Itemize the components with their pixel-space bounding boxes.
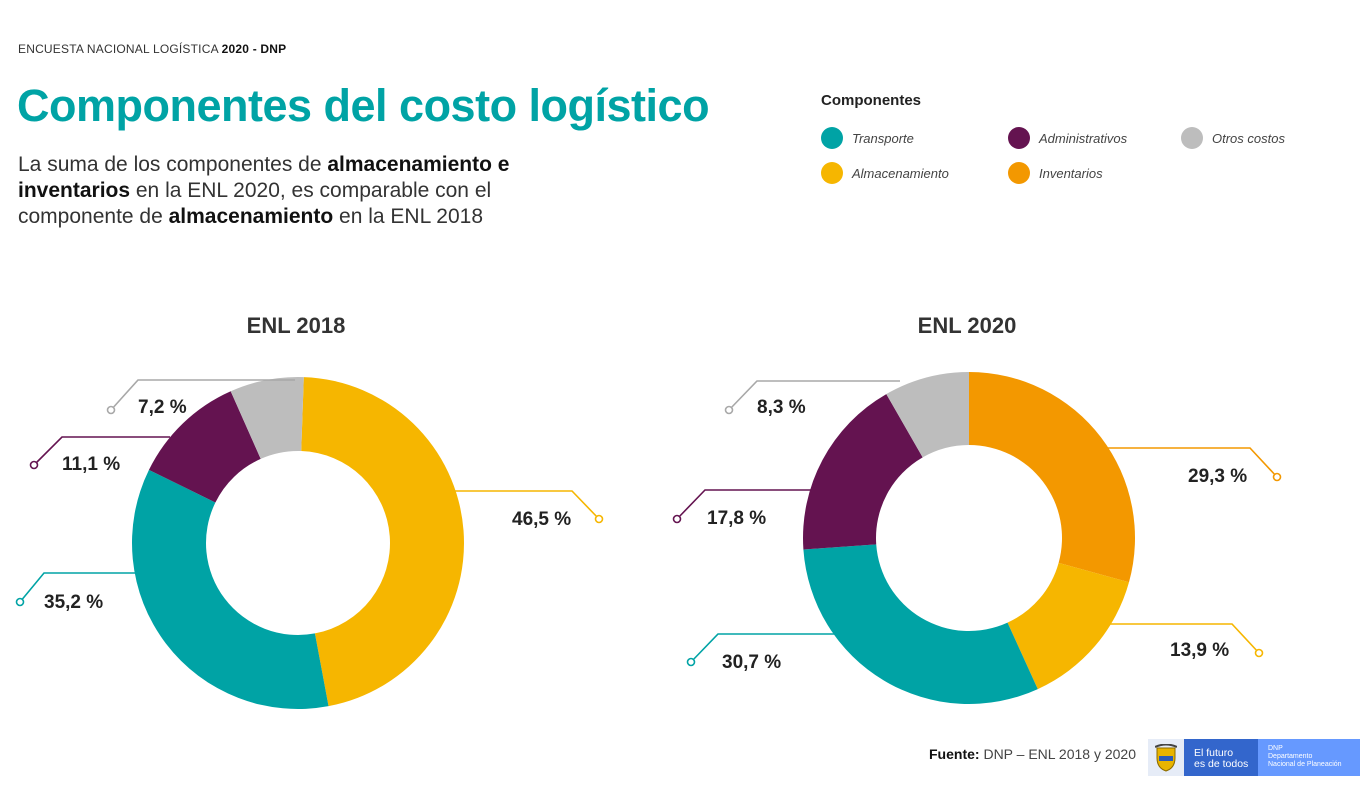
legend-swatch <box>821 127 843 149</box>
data-label: 30,7 % <box>722 652 781 673</box>
legend-item-transporte: Transporte <box>821 127 914 149</box>
slice-transporte <box>131 469 329 710</box>
legend-label: Inventarios <box>1039 165 1103 181</box>
data-label: 11,1 % <box>62 454 120 475</box>
slice-inventarios <box>969 371 1135 583</box>
data-label: 7,2 % <box>138 397 187 418</box>
data-label: 35,2 % <box>44 592 103 613</box>
logo-slogan: El futuro es de todos <box>1184 739 1258 776</box>
subtitle-bold: almacenamiento e inventarios <box>18 153 510 202</box>
legend-swatch <box>1008 162 1030 184</box>
legend-item-inventarios: Inventarios <box>1008 162 1103 184</box>
donut-2020 <box>803 371 1135 704</box>
slice-administrativos <box>803 394 923 550</box>
data-label: 13,9 % <box>1170 640 1229 661</box>
subtitle-part: La suma de los componentes de <box>18 153 328 176</box>
legend-item-otros: Otros costos <box>1181 127 1285 149</box>
data-label: 29,3 % <box>1188 466 1247 487</box>
data-label: 46,5 % <box>512 509 571 530</box>
leader-dot <box>1254 648 1264 658</box>
legend-label: Administrativos <box>1039 130 1128 146</box>
leader-line <box>33 436 170 466</box>
source-note: Fuente: DNP – ENL 2018 y 2020 <box>929 746 1136 762</box>
leader-line <box>1110 623 1260 654</box>
leader-line <box>676 489 812 520</box>
legend-item-almacenamiento: Almacenamiento <box>821 162 949 184</box>
slice-otros-costos <box>886 372 969 458</box>
legend-label: Transporte <box>852 130 914 146</box>
data-label: 17,8 % <box>707 508 766 529</box>
logo-line: Nacional de Planeación <box>1268 761 1342 768</box>
subtitle-part: en la ENL 2020, es comparable con el com… <box>18 179 492 228</box>
slice-otros-costos <box>230 377 304 459</box>
leader-dot <box>724 405 734 415</box>
kicker-bold: 2020 - DNP <box>221 42 287 56</box>
government-logo: El futuro es de todos DNP Departamento Naci… <box>1148 739 1360 776</box>
logo-line: El futuro <box>1194 747 1234 759</box>
legend-swatch <box>1181 127 1203 149</box>
leader-dot <box>1272 472 1282 482</box>
legend-title: Componentes <box>821 92 922 109</box>
leader-line <box>1106 447 1278 478</box>
leader-line <box>455 490 600 520</box>
logo-line: DNP <box>1268 745 1283 752</box>
slice-administrativos <box>148 391 261 503</box>
coat-of-arms-icon <box>1148 739 1184 776</box>
legend-swatch <box>821 162 843 184</box>
donut-2018 <box>131 377 465 710</box>
subtitle: La suma de los componentes de almacenami… <box>18 152 538 230</box>
legend-label: Otros costos <box>1212 130 1285 146</box>
slice-almacenamiento <box>301 377 465 707</box>
leader-dot <box>686 657 696 667</box>
leader-line <box>110 379 295 411</box>
data-label: 8,3 % <box>757 397 806 418</box>
leader-dot <box>106 405 116 415</box>
slice-almacenamiento <box>1007 562 1129 690</box>
subtitle-bold: almacenamiento <box>168 205 334 228</box>
logo-line: es de todos <box>1194 758 1249 770</box>
legend-label: Almacenamiento <box>852 165 949 181</box>
leader-line <box>690 633 836 663</box>
chart-title-2018: ENL 2018 <box>247 313 346 338</box>
leader-dot <box>594 514 604 524</box>
kicker: ENCUESTA NACIONAL LOGÍSTICA 2020 - DNP <box>18 42 286 56</box>
leader-line <box>728 380 900 411</box>
leader-dot <box>15 597 25 607</box>
slice-transporte <box>803 544 1038 704</box>
leader-line <box>19 572 135 603</box>
chart-title-2020: ENL 2020 <box>918 313 1017 338</box>
source-label: Fuente: <box>929 746 980 762</box>
legend-item-administrativos: Administrativos <box>1008 127 1127 149</box>
kicker-text: ENCUESTA NACIONAL LOGÍSTICA <box>18 42 219 56</box>
page-title: Componentes del costo logístico <box>17 80 710 131</box>
subtitle-part: en la ENL 2018 <box>333 205 484 228</box>
logo-line: Departamento <box>1268 753 1313 760</box>
source-text: DNP – ENL 2018 y 2020 <box>979 746 1136 762</box>
leader-dot <box>29 460 39 470</box>
logo-dnp: DNP Departamento Nacional de Planeación <box>1258 739 1360 776</box>
legend-swatch <box>1008 127 1030 149</box>
leader-dot <box>672 514 682 524</box>
